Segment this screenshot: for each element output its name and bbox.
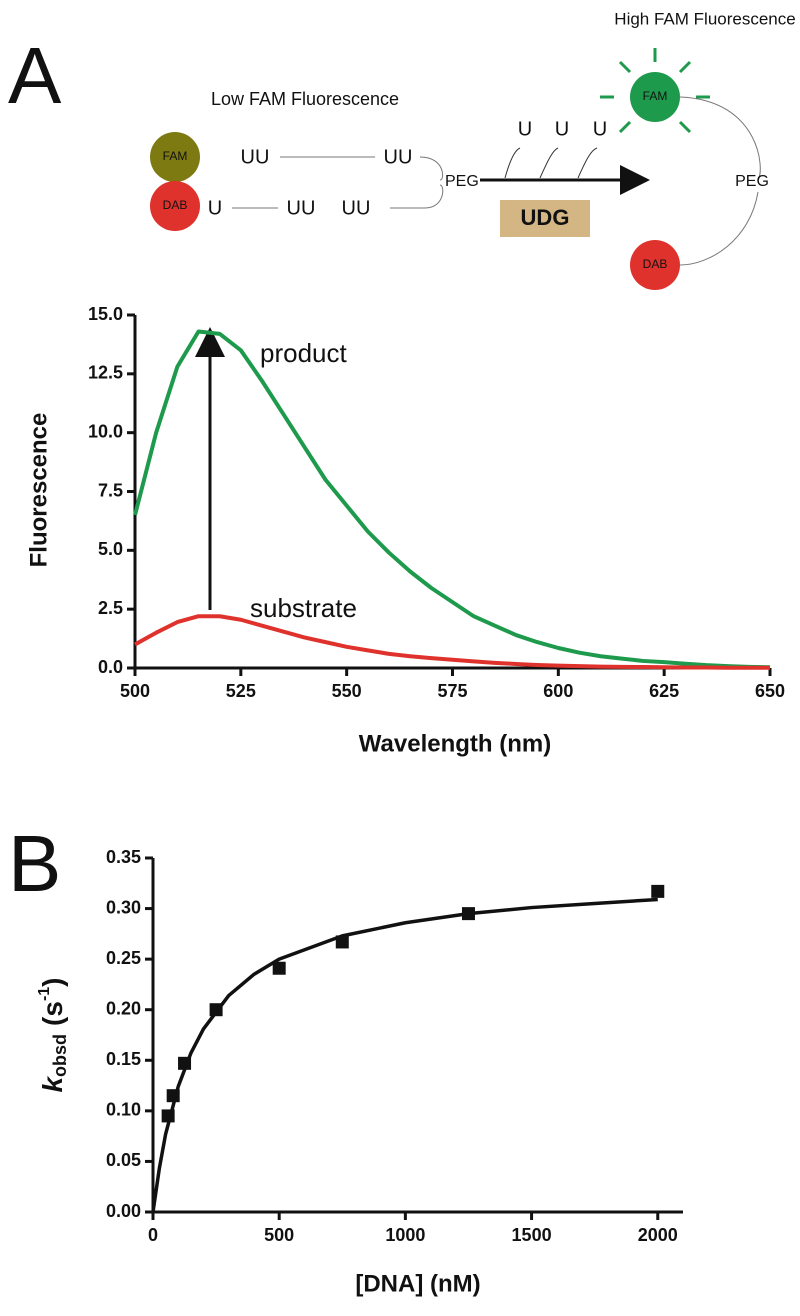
y-tick-label: 5.0 xyxy=(98,539,123,559)
y-tick-label: 2.5 xyxy=(98,598,123,618)
label: FAM xyxy=(163,149,188,163)
label: FAM xyxy=(643,89,668,103)
y-tick-label: 0.15 xyxy=(106,1049,141,1069)
x-tick-label: 550 xyxy=(332,681,362,701)
strand xyxy=(232,156,444,209)
base: UU xyxy=(384,146,413,168)
dab-dye xyxy=(630,240,680,290)
y-tick-label: 0.35 xyxy=(106,847,141,867)
label: PEG xyxy=(445,173,479,190)
enzyme-box xyxy=(500,200,590,237)
panel-label: B xyxy=(8,819,61,908)
point xyxy=(161,1109,175,1123)
y-tick-label: 0.05 xyxy=(106,1150,141,1170)
label: PEG xyxy=(735,173,769,190)
y-tick-label: 0.00 xyxy=(106,1201,141,1221)
y-tick-label: 10.0 xyxy=(88,421,123,441)
annotation: product xyxy=(260,338,347,368)
linker xyxy=(679,96,761,266)
caption: High FAM Fluorescence xyxy=(614,9,795,28)
base: U xyxy=(518,118,532,140)
fit-line xyxy=(151,897,658,1213)
point xyxy=(335,935,349,949)
diagram: Low FAM Fluorescence High FAM Fluorescen… xyxy=(150,9,796,290)
base: UU xyxy=(287,197,316,219)
x-tick-label: 500 xyxy=(264,1225,294,1245)
base: U xyxy=(208,197,222,219)
x-tick-label: 500 xyxy=(120,681,150,701)
y-tick-label: 12.5 xyxy=(88,363,123,383)
y-tick-label: 0.30 xyxy=(106,897,141,917)
annotation: substrate xyxy=(250,593,357,623)
glow xyxy=(600,48,710,134)
point xyxy=(461,907,475,921)
base: UU xyxy=(342,197,371,219)
series-line xyxy=(133,329,771,670)
x-tick-label: 625 xyxy=(649,681,679,701)
label: DAB xyxy=(163,198,188,212)
x-tick-label: 2000 xyxy=(638,1225,678,1245)
base: UU xyxy=(241,146,270,168)
x-tick-label: 525 xyxy=(226,681,256,701)
enzyme: UDG xyxy=(521,205,570,230)
series-line xyxy=(134,614,770,670)
y-tick-label: 0.0 xyxy=(98,657,123,677)
y-tick-label: 15.0 xyxy=(88,304,123,324)
caption: Low FAM Fluorescence xyxy=(211,89,399,109)
y-axis-title: kobsd(s-1) xyxy=(36,977,70,1092)
fam-dye xyxy=(150,132,200,182)
x-tick-label: 575 xyxy=(437,681,467,701)
y-axis-title: Fluorescence xyxy=(25,413,52,568)
base: U xyxy=(593,118,607,140)
y-tick-label: 7.5 xyxy=(98,480,123,500)
x-tick-label: 650 xyxy=(755,681,785,701)
point xyxy=(272,961,286,975)
y-tick-label: 0.25 xyxy=(106,948,141,968)
point xyxy=(166,1089,180,1103)
point xyxy=(178,1056,192,1070)
point xyxy=(209,1003,223,1017)
release-arrow xyxy=(504,147,598,179)
x-tick-label: 600 xyxy=(543,681,573,701)
y-tick-label: 0.10 xyxy=(106,1100,141,1120)
point xyxy=(651,884,665,898)
dab-dye xyxy=(150,181,200,231)
x-tick-label: 1000 xyxy=(385,1225,425,1245)
panel-label: A xyxy=(8,31,62,120)
y-tick-label: 0.20 xyxy=(106,998,141,1018)
x-tick-label: 0 xyxy=(148,1225,158,1245)
base: U xyxy=(555,118,569,140)
x-axis-title: Wavelength (nm) xyxy=(359,730,551,757)
fam-dye xyxy=(630,72,680,122)
label: DAB xyxy=(643,257,668,271)
x-axis-title: [DNA] (nM) xyxy=(355,1270,480,1297)
x-tick-label: 1500 xyxy=(512,1225,552,1245)
